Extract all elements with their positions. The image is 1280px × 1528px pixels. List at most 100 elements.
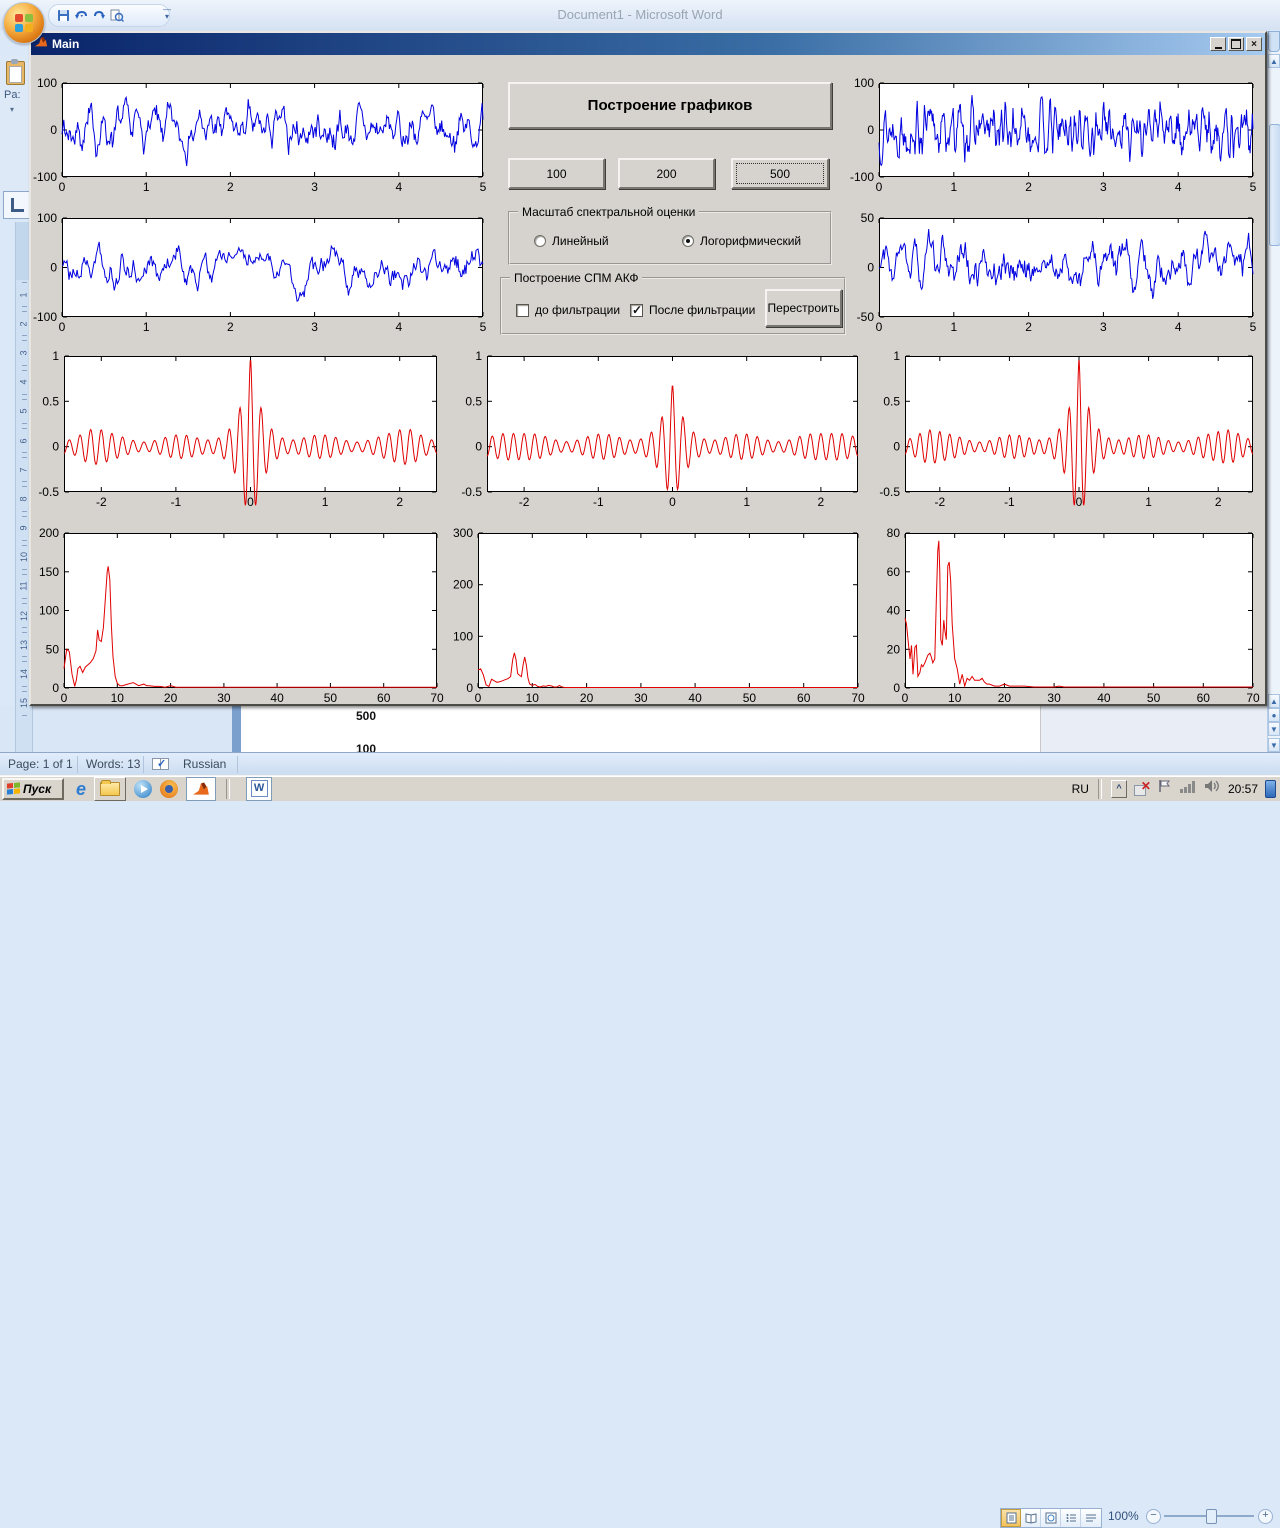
quick-launch: e W [76,776,273,801]
firefox-icon[interactable] [160,779,179,798]
zoom-out-button[interactable]: − [1146,1509,1161,1524]
rebuild-button[interactable]: Перестроить [765,289,842,327]
zoom-in-button[interactable]: + [1258,1509,1273,1524]
spm-panel-title: Построение СПМ АКФ [510,271,643,285]
next-page-button[interactable]: ▼ [1268,722,1280,736]
svg-text:-0.5: -0.5 [879,485,900,499]
show-desktop-icon[interactable] [1265,779,1276,798]
radio-linear[interactable]: Линейный [534,234,609,248]
internet-explorer-icon[interactable]: e [76,778,87,799]
radio-logarithmic[interactable]: Логорифмический [682,234,801,248]
full-screen-reading-view-button[interactable] [1021,1509,1041,1527]
svg-text:50: 50 [46,642,60,656]
svg-text:-1: -1 [171,495,182,509]
radio-logarithmic-circle[interactable] [682,235,694,247]
status-page-indicator[interactable]: Page: 1 of 1 [8,757,73,771]
svg-text:-1: -1 [593,495,604,509]
paste-button-label[interactable]: Pa: [4,89,21,101]
clock: 20:57 [1227,781,1258,796]
svg-text:-1: -1 [1004,495,1015,509]
word-taskbar-button[interactable]: W [246,776,273,801]
explorer-button[interactable] [94,776,127,801]
plot-signal-noisy-right: 0 1 2 3 4 5 -100 0 100 [850,76,1257,194]
svg-text:0: 0 [867,261,874,275]
matlab-taskbar-button[interactable] [186,776,217,801]
svg-text:60: 60 [887,565,901,579]
svg-text:1: 1 [743,495,750,509]
close-button[interactable]: × [1246,37,1262,51]
size-100-button[interactable]: 100 [508,158,605,189]
save-icon[interactable] [57,9,70,22]
status-word-count[interactable]: Words: 13 [86,757,141,771]
svg-text:30: 30 [634,691,648,705]
minimize-button[interactable] [1210,37,1226,51]
previous-page-button[interactable]: ▲ [1268,694,1280,708]
svg-text:1: 1 [950,320,957,334]
status-language[interactable]: Russian [183,757,227,771]
svg-text:0: 0 [475,691,482,705]
build-graphs-button[interactable]: Построение графиков [508,82,832,129]
language-indicator[interactable]: RU [1071,781,1089,796]
print-preview-icon[interactable] [110,9,124,23]
volume-icon[interactable] [1204,779,1221,798]
select-browse-object-button[interactable]: ● [1268,708,1280,722]
zoom-slider-thumb[interactable] [1206,1509,1217,1524]
word-vertical-scrollbar: ▲ ▲ ● ▼ ▼ [1267,31,1280,752]
draft-view-button[interactable] [1081,1509,1101,1527]
size-200-button[interactable]: 200 [618,158,715,189]
ruler-tab-selector[interactable] [3,191,31,219]
maximize-button[interactable] [1228,37,1244,51]
checkbox-after-filtering[interactable]: После фильтрации [630,303,755,317]
checkbox-before-filtering[interactable]: до фильтрации [516,303,620,317]
taskbar: Пуск e W RU ^ ✕ 20:57 [0,775,1280,801]
svg-text:200: 200 [453,578,473,592]
web-layout-view-button[interactable] [1041,1509,1061,1527]
radio-linear-circle[interactable] [534,235,546,247]
svg-text:40: 40 [887,604,901,618]
zoom-level[interactable]: 100% [1108,1509,1139,1523]
plot-psd-right: 0 10 20 30 40 50 60 70 0 20 40 60 80 [887,526,1260,705]
paste-icon[interactable] [6,59,25,85]
document-area[interactable]: 500 100 [241,706,1041,756]
print-layout-view-button[interactable] [1001,1509,1021,1527]
paste-dropdown-arrow[interactable]: ▾ [10,105,15,114]
repeat-icon[interactable] [93,9,106,22]
svg-text:30: 30 [1047,691,1061,705]
focus-outline [736,163,824,184]
svg-text:100: 100 [37,211,57,225]
start-button[interactable]: Пуск [2,777,64,800]
customize-qat-arrow[interactable]: — ▾ [163,5,171,21]
svg-text:60: 60 [377,691,391,705]
scroll-up-arrow[interactable]: ▲ [1268,54,1280,68]
svg-text:-2: -2 [934,495,945,509]
office-button[interactable] [3,2,45,44]
size-500-button[interactable]: 500 [731,158,829,189]
svg-text:100: 100 [453,629,473,643]
checkbox-after-filtering-box[interactable] [630,303,643,317]
outline-view-button[interactable] [1061,1509,1081,1527]
checkbox-before-filtering-box[interactable] [516,303,529,317]
svg-text:-100: -100 [33,310,57,324]
media-player-icon[interactable] [134,779,153,798]
flag-icon[interactable] [1157,778,1173,799]
svg-text:0: 0 [247,495,254,509]
scroll-down-arrow[interactable]: ▼ [1268,738,1280,752]
scrollbar-thumb[interactable] [1269,124,1280,246]
svg-text:10: 10 [526,691,540,705]
quick-access-toolbar [48,4,170,27]
disconnected-device-icon[interactable]: ✕ [1133,779,1151,797]
svg-text:1: 1 [1145,495,1152,509]
scale-panel: Масштаб спектральной оценки Линейный Лог… [508,205,832,265]
view-ruler-button[interactable] [1268,31,1280,52]
undo-icon[interactable] [74,9,89,22]
hide-icons-chevron[interactable]: ^ [1110,779,1127,798]
svg-text:2: 2 [1025,180,1032,194]
plot-signal-filtered-left: 0 1 2 3 4 5 -100 0 100 [33,211,487,334]
signal-strength-icon[interactable] [1179,779,1197,798]
svg-text:40: 40 [688,691,702,705]
svg-text:0.5: 0.5 [883,394,900,408]
svg-text:1: 1 [893,349,900,363]
figure-title-bar[interactable]: Main × [31,33,1265,55]
spell-check-icon[interactable]: ✓ [152,758,169,770]
word-icon: W [250,780,268,797]
